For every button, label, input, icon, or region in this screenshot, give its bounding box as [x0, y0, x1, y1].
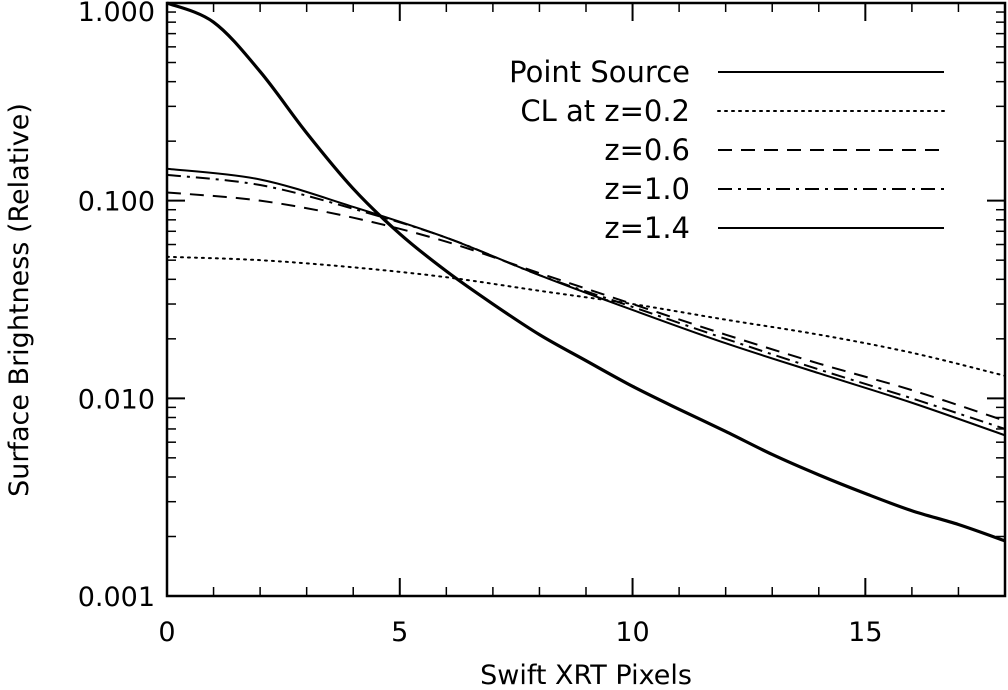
legend: Point Source CL at z=0.2 z=0.6 z=1.0 z=1.4: [509, 55, 945, 245]
series-line-point-source: [166, 1, 1006, 543]
y-tick-label: 0.001: [78, 582, 155, 613]
legend-label-z-1-0: z=1.0: [604, 172, 690, 206]
y-axis-title: Surface Brightness (Relative): [4, 103, 35, 497]
x-tick-label: 15: [848, 617, 882, 648]
series-line-z-0-6: [166, 191, 1006, 422]
legend-label-cl-at-z-0-2: CL at z=0.2: [520, 94, 690, 128]
legend-label-z-0-6: z=0.6: [604, 133, 690, 167]
series-line-z-1-0: [166, 173, 1006, 430]
y-tick-label: 0.010: [78, 384, 155, 415]
x-axis-title: Swift XRT Pixels: [480, 660, 692, 690]
legend-label-z-1-4: z=1.4: [604, 211, 690, 245]
axis-tick-labels: 0 5 10 15 0.001 0.010 0.100 1.000: [78, 0, 883, 648]
series-layer: [166, 1, 1006, 543]
plot-frame: [165, 1, 1007, 598]
axis-ticks: [166, 2, 1006, 597]
series-line-cl-at-z-0-2: [166, 255, 1006, 377]
legend-label-point-source: Point Source: [509, 55, 690, 89]
x-tick-label: 10: [615, 617, 649, 648]
x-tick-label: 5: [391, 617, 408, 648]
y-tick-label: 0.100: [78, 187, 155, 218]
y-tick-label: 1.000: [78, 0, 155, 28]
x-tick-label: 0: [158, 617, 175, 648]
series-line-z-1-4: [166, 167, 1006, 437]
